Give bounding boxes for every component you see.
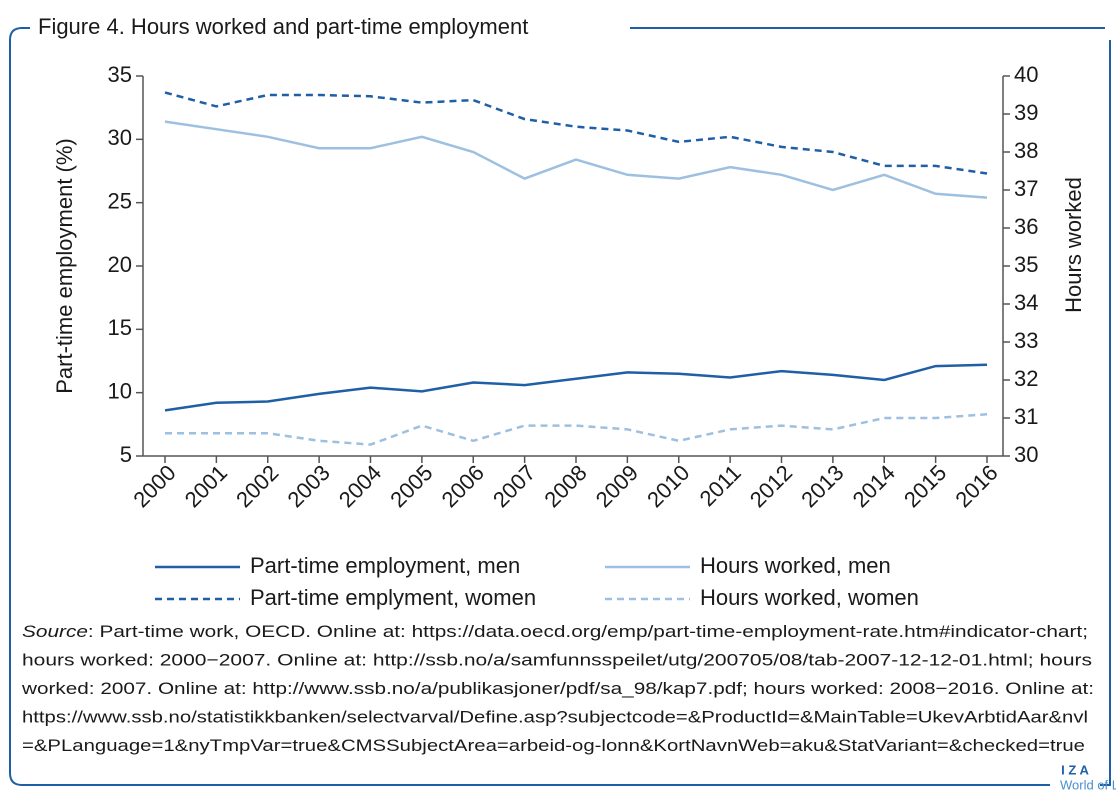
- frame: [1100, 40, 1111, 786]
- legend-label: Hours worked, men: [700, 553, 891, 578]
- y-axis-label: Part-time employment (%): [52, 138, 77, 394]
- x-tick-label: 2016: [950, 460, 1002, 512]
- series-line: [165, 412, 988, 446]
- x-tick-label: 2013: [796, 460, 848, 512]
- source-label: Source: [22, 622, 88, 641]
- y2-tick-label: 34: [1014, 290, 1038, 315]
- x-tick-label: 2010: [642, 460, 694, 512]
- source-text: hours worked: 2000−2007. Online at: http…: [22, 651, 1092, 670]
- source-line: https://www.ssb.no/statistikkbanken/sele…: [22, 708, 1088, 727]
- x-tick-label: 2006: [437, 460, 489, 512]
- x-tick-label: 2012: [745, 460, 797, 512]
- series-line: [164, 91, 988, 175]
- y2-axis-label: Hours worked: [1061, 177, 1086, 313]
- y2-tick-label: 39: [1014, 100, 1038, 125]
- y-tick-label: 5: [120, 442, 132, 467]
- y-tick-label: 20: [108, 252, 132, 277]
- x-tick-label: 2007: [488, 460, 540, 512]
- x-tick-label: 2014: [848, 460, 900, 512]
- source-line: =&PLanguage=1&nyTmpVar=true&CMSSubjectAr…: [22, 736, 1085, 755]
- y-tick-label: 10: [108, 378, 132, 403]
- x-tick-label: 2009: [591, 460, 643, 512]
- x-tick-label: 2015: [899, 460, 951, 512]
- y2-tick-label: 31: [1014, 404, 1038, 429]
- chart-title: Figure 4. Hours worked and part-time emp…: [38, 14, 528, 39]
- source-line: Source: Part-time work, OECD. Online at:…: [22, 622, 1088, 641]
- legend-label: Part-time emplyment, women: [250, 585, 536, 610]
- logo-name: World of Labor: [1060, 777, 1116, 792]
- x-tick-label: 2000: [128, 460, 180, 512]
- source-text: =&PLanguage=1&nyTmpVar=true&CMSSubjectAr…: [22, 736, 1085, 755]
- series-line: [164, 363, 988, 412]
- y-tick-label: 35: [108, 62, 132, 87]
- x-tick-label: 2002: [231, 460, 283, 512]
- y-tick-label: 15: [108, 315, 132, 340]
- y2-tick-label: 40: [1014, 62, 1038, 87]
- y2-tick-label: 37: [1014, 176, 1038, 201]
- x-tick-label: 2003: [282, 460, 334, 512]
- title-bg: [30, 12, 630, 44]
- frame: [9, 27, 1105, 786]
- legend-label: Part-time employment, men: [250, 553, 520, 578]
- y-tick-label: 30: [108, 125, 132, 150]
- x-tick-label: 2008: [539, 460, 591, 512]
- legend-label: Hours worked, women: [700, 585, 919, 610]
- source-line: worked: 2007. Online at: http://www.ssb.…: [21, 679, 1094, 698]
- y2-tick-label: 36: [1014, 214, 1038, 239]
- x-tick-label: 2011: [695, 460, 746, 511]
- series-line: [164, 120, 988, 199]
- y-tick-label: 25: [108, 188, 132, 213]
- y2-tick-label: 33: [1014, 328, 1038, 353]
- source-line: hours worked: 2000−2007. Online at: http…: [22, 651, 1092, 670]
- logo-mark: I Z A: [1061, 762, 1089, 777]
- x-tick-label: 2004: [334, 460, 386, 512]
- source-text: : Part-time work, OECD. Online at: https…: [88, 622, 1088, 641]
- source-text: worked: 2007. Online at: http://www.ssb.…: [21, 679, 1094, 698]
- x-tick-label: 2001: [180, 460, 232, 512]
- y2-tick-label: 35: [1014, 252, 1038, 277]
- y2-tick-label: 32: [1014, 366, 1038, 391]
- y2-tick-label: 38: [1014, 138, 1038, 163]
- source-text: https://www.ssb.no/statistikkbanken/sele…: [22, 708, 1088, 727]
- x-tick-label: 2005: [385, 460, 437, 512]
- y2-tick-label: 30: [1014, 442, 1038, 467]
